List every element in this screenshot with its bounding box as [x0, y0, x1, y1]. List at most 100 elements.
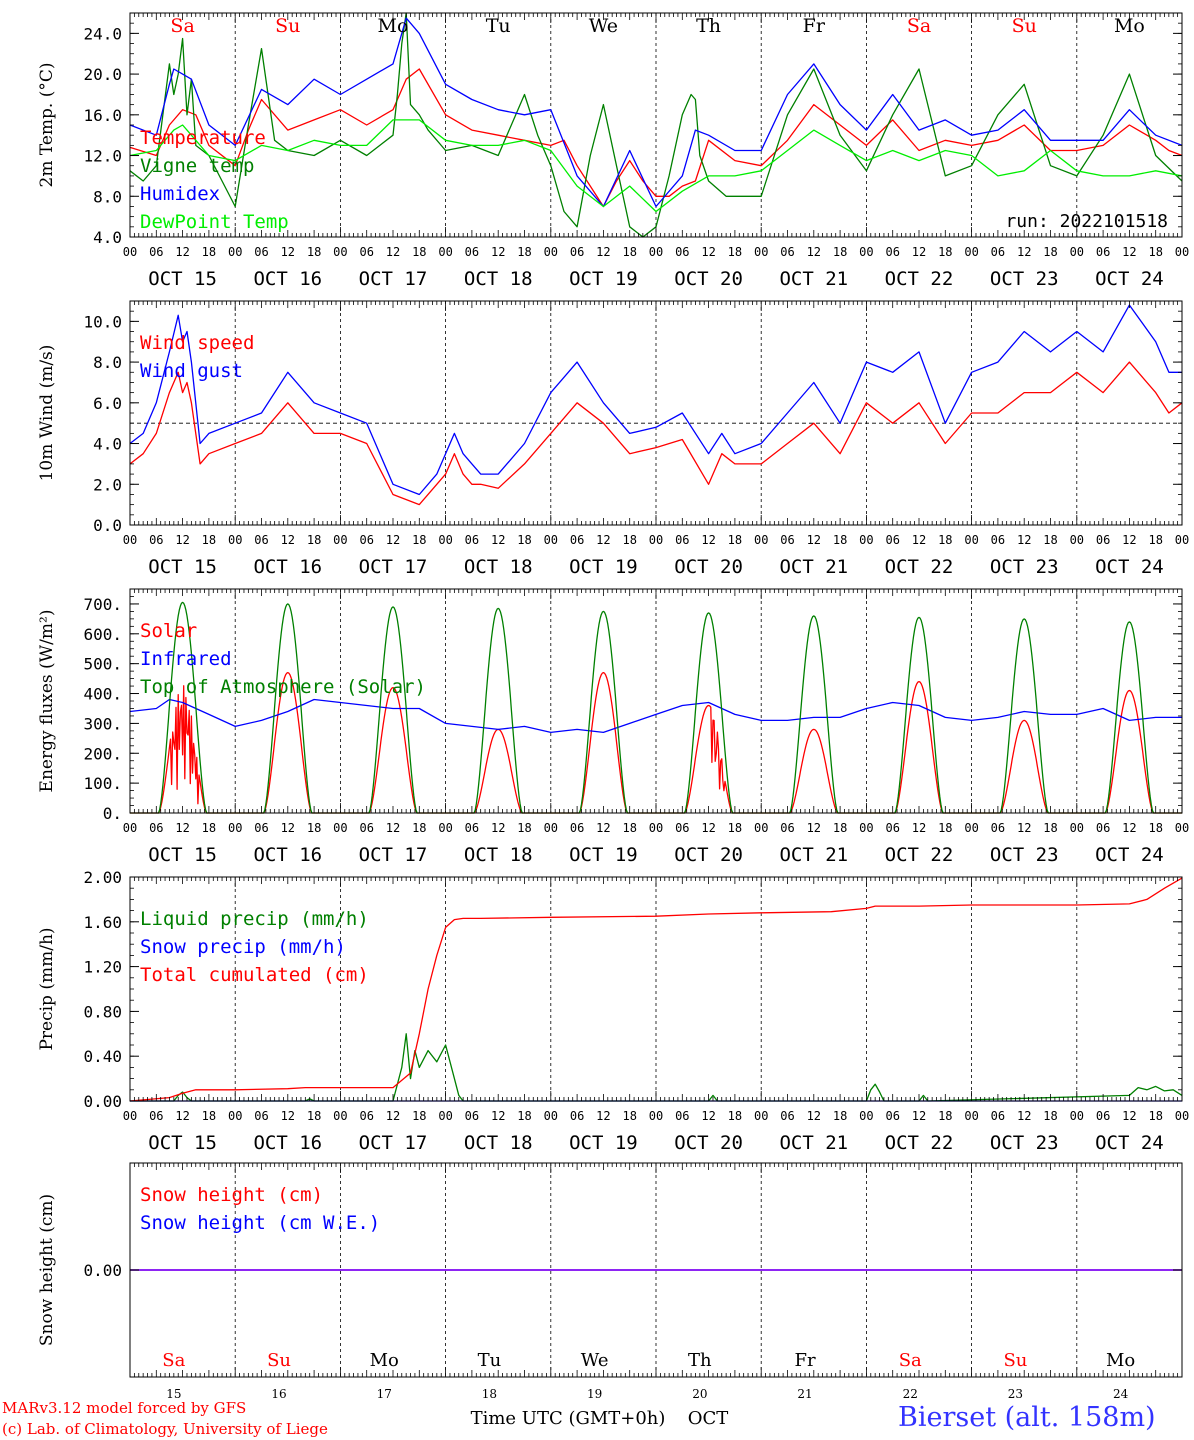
hour-label: 18 — [622, 533, 636, 547]
series-line-4-3 — [129, 877, 1183, 1102]
hour-label: 00 — [1175, 245, 1189, 259]
day-of-week-label: We — [589, 15, 618, 37]
day-number-label: 21 — [797, 1387, 812, 1401]
series-line-2-2 — [129, 304, 1182, 496]
y-axis-label: Precip (mm/h) — [37, 927, 57, 1050]
hour-label: 18 — [938, 821, 952, 835]
hour-label: 12 — [807, 245, 821, 259]
hour-label: 12 — [807, 533, 821, 547]
hour-label: 06 — [675, 1109, 689, 1123]
series-line-3-2 — [129, 698, 1182, 734]
y-tick-label: 200. — [83, 744, 122, 763]
day-of-week-label: Fr — [794, 1350, 815, 1371]
hour-label: 12 — [281, 821, 295, 835]
hour-label: 00 — [544, 1109, 558, 1123]
hour-label: 18 — [517, 1109, 531, 1123]
y-tick-label: 500. — [83, 655, 122, 674]
hour-label: 00 — [438, 245, 452, 259]
day-of-week-label: Mo — [1106, 1350, 1135, 1371]
day-of-week-label: Th — [696, 15, 721, 37]
date-label: OCT 21 — [779, 1132, 848, 1154]
hour-label: 18 — [833, 1109, 847, 1123]
hour-label: 00 — [123, 821, 137, 835]
hour-label: 18 — [728, 821, 742, 835]
hour-label: 06 — [254, 821, 268, 835]
hour-label: 18 — [1043, 533, 1057, 547]
legend-entry: Top of Atmosphere (Solar) — [140, 676, 426, 698]
hour-label: 06 — [1096, 533, 1110, 547]
hour-label: 00 — [859, 533, 873, 547]
hour-label: 18 — [307, 533, 321, 547]
hour-label: 00 — [1070, 245, 1084, 259]
date-label: OCT 16 — [253, 268, 322, 290]
hour-label: 00 — [1175, 1109, 1189, 1123]
y-axis-label: 2m Temp. (°C) — [37, 62, 57, 187]
panel-3: 0. 100. 200. 300. 400. 500. 600. 700. Energy flu… — [37, 588, 1189, 866]
footer-lab: (c) Lab. of Climatology, University of L… — [2, 1420, 328, 1438]
hour-label: 06 — [780, 1109, 794, 1123]
y-axis-label: Energy fluxes (W/m²) — [37, 610, 57, 793]
series-line-1-3 — [129, 17, 1183, 208]
hour-label: 12 — [491, 533, 505, 547]
day-of-week-label: Tu — [478, 1350, 502, 1371]
hour-label: 06 — [149, 245, 163, 259]
legend-entry: Humidex — [140, 183, 220, 205]
day-number-label: 18 — [482, 1387, 497, 1401]
x-axis-label: Time UTC (GMT+0h) — [471, 1408, 666, 1429]
hour-label: 06 — [1096, 821, 1110, 835]
date-label: OCT 16 — [253, 1132, 322, 1154]
day-of-week-label: Sa — [162, 1350, 185, 1371]
y-tick-label: 10.0 — [83, 312, 122, 331]
hour-label: 18 — [622, 245, 636, 259]
hour-label: 06 — [885, 245, 899, 259]
series-line-1-4 — [129, 119, 1183, 213]
hour-label: 00 — [123, 245, 137, 259]
legend-entry: Total cumulated (cm) — [140, 964, 369, 986]
hour-label: 18 — [622, 1109, 636, 1123]
hour-label: 06 — [570, 245, 584, 259]
date-label: OCT 22 — [885, 1132, 954, 1154]
hour-label: 00 — [438, 821, 452, 835]
date-label: OCT 18 — [464, 556, 533, 578]
plot-frame — [129, 300, 1183, 526]
day-of-week-label: Su — [1003, 1350, 1027, 1371]
hour-label: 06 — [570, 1109, 584, 1123]
panel-2: 0.0 2.0 4.0 6.0 8.0 10.0 10m Wind (m/s) 00 06 12 1… — [37, 300, 1189, 578]
hour-label: 12 — [912, 821, 926, 835]
hour-label: 00 — [1175, 821, 1189, 835]
date-label: OCT 17 — [359, 844, 428, 866]
hour-label: 12 — [281, 533, 295, 547]
hour-label: 18 — [517, 821, 531, 835]
y-tick-label: 6.0 — [93, 394, 122, 413]
hour-label: 06 — [780, 245, 794, 259]
legend-entry: Liquid precip (mm/h) — [140, 908, 369, 930]
date-label: OCT 21 — [779, 268, 848, 290]
hour-label: 00 — [544, 821, 558, 835]
hour-label: 00 — [544, 245, 558, 259]
hour-label: 12 — [491, 821, 505, 835]
y-tick-label: 0.80 — [83, 1002, 122, 1021]
hour-label: 00 — [754, 533, 768, 547]
day-number-label: 24 — [1113, 1387, 1129, 1401]
hour-label: 12 — [596, 1109, 610, 1123]
legend-entry: Vigne temp — [140, 155, 254, 177]
hour-label: 18 — [938, 245, 952, 259]
date-label: OCT 23 — [990, 844, 1059, 866]
hour-label: 18 — [728, 245, 742, 259]
hour-label: 18 — [1148, 533, 1162, 547]
hour-label: 00 — [859, 1109, 873, 1123]
day-number-label: 19 — [587, 1387, 602, 1401]
y-tick-label: 0.00 — [83, 1261, 122, 1280]
y-tick-label: 2.0 — [93, 475, 122, 494]
run-label: run: 2022101518 — [1005, 211, 1168, 232]
hour-label: 12 — [1122, 533, 1136, 547]
hour-label: 06 — [359, 821, 373, 835]
date-label: OCT 15 — [148, 844, 217, 866]
hour-label: 06 — [359, 245, 373, 259]
y-tick-label: 2.00 — [83, 868, 122, 887]
hour-label: 06 — [359, 1109, 373, 1123]
hour-label: 12 — [386, 245, 400, 259]
hour-label: 06 — [1096, 245, 1110, 259]
hour-label: 12 — [386, 533, 400, 547]
